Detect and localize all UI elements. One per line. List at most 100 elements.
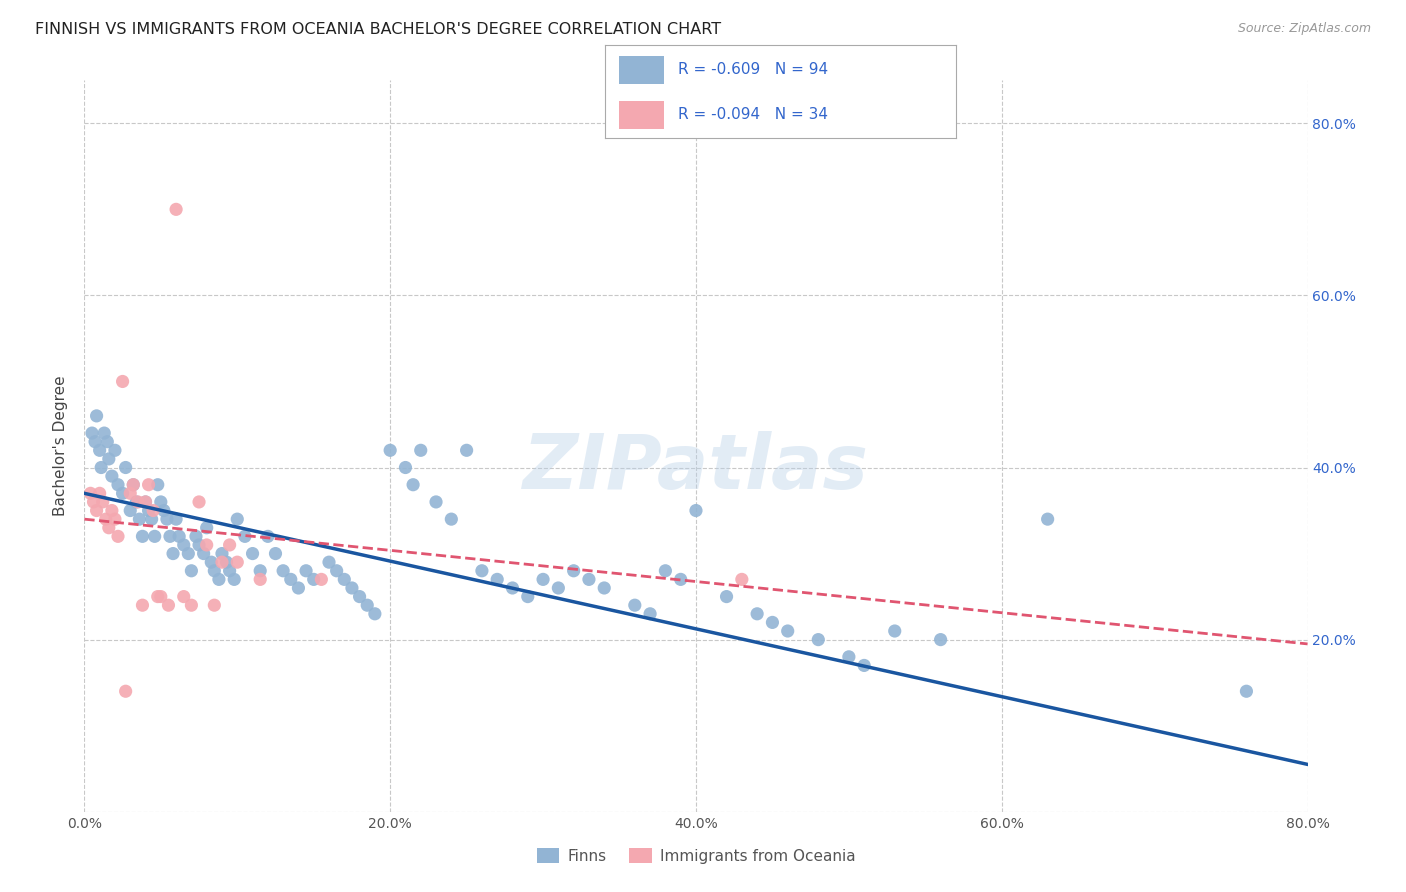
Point [531, 573, 554, 587]
Point [177, 547, 200, 561]
Point [226, 555, 249, 569]
Point [257, 529, 280, 543]
Text: R = -0.609   N = 94: R = -0.609 N = 94 [678, 62, 828, 78]
Point [173, 590, 195, 604]
Point [807, 632, 830, 647]
Point [264, 547, 287, 561]
Point [325, 564, 347, 578]
Point [101, 503, 124, 517]
Legend: Finns, Immigrants from Oceania: Finns, Immigrants from Oceania [530, 842, 862, 870]
Point [486, 573, 509, 587]
FancyBboxPatch shape [619, 101, 665, 129]
Text: FINNISH VS IMMIGRANTS FROM OCEANIA BACHELOR'S DEGREE CORRELATION CHART: FINNISH VS IMMIGRANTS FROM OCEANIA BACHE… [35, 22, 721, 37]
Point [83, 495, 105, 509]
Point [224, 573, 246, 587]
Point [79, 486, 101, 500]
Point [409, 443, 432, 458]
Point [624, 598, 647, 612]
Point [394, 460, 416, 475]
Point [104, 512, 127, 526]
Point [593, 581, 616, 595]
Point [138, 477, 160, 491]
Point [101, 469, 124, 483]
Point [425, 495, 447, 509]
Point [302, 573, 325, 587]
Point [638, 607, 661, 621]
Point [157, 598, 180, 612]
Point [271, 564, 294, 578]
Point [131, 598, 153, 612]
Point [654, 564, 676, 578]
Point [114, 684, 136, 698]
Point [208, 573, 231, 587]
Point [471, 564, 494, 578]
Point [215, 555, 238, 569]
Point [218, 564, 240, 578]
Point [107, 477, 129, 491]
Point [516, 590, 538, 604]
Point [146, 477, 169, 491]
Point [402, 477, 425, 491]
Point [188, 495, 211, 509]
Point [211, 555, 233, 569]
Point [125, 495, 148, 509]
Point [685, 503, 707, 517]
Y-axis label: Bachelor's Degree: Bachelor's Degree [53, 376, 69, 516]
Point [122, 477, 145, 491]
Point [131, 529, 153, 543]
Point [111, 486, 134, 500]
Point [94, 512, 117, 526]
Point [97, 451, 120, 466]
Point [162, 547, 184, 561]
Point [135, 495, 157, 509]
Point [218, 538, 240, 552]
Point [111, 375, 134, 389]
Point [340, 581, 363, 595]
Point [93, 426, 115, 441]
Point [165, 202, 187, 217]
Point [146, 590, 169, 604]
Point [226, 512, 249, 526]
Point [120, 486, 142, 500]
Point [127, 495, 149, 509]
Point [184, 529, 207, 543]
Point [135, 495, 157, 509]
Point [233, 529, 256, 543]
Point [578, 573, 600, 587]
Point [211, 547, 233, 561]
Point [114, 460, 136, 475]
FancyBboxPatch shape [619, 56, 665, 84]
Point [165, 512, 187, 526]
Point [1036, 512, 1059, 526]
Point [188, 538, 211, 552]
Point [120, 503, 142, 517]
Text: Source: ZipAtlas.com: Source: ZipAtlas.com [1237, 22, 1371, 36]
Point [156, 512, 179, 526]
Point [86, 409, 108, 423]
Point [89, 486, 111, 500]
Point [318, 555, 340, 569]
Point [287, 581, 309, 595]
Point [202, 564, 225, 578]
Point [86, 503, 108, 517]
Point [249, 573, 271, 587]
Point [180, 598, 202, 612]
Point [731, 573, 754, 587]
Point [122, 477, 145, 491]
Point [242, 547, 264, 561]
Point [180, 564, 202, 578]
Point [349, 590, 371, 604]
Point [1236, 684, 1258, 698]
Point [853, 658, 876, 673]
Point [929, 632, 952, 647]
Point [143, 529, 166, 543]
Point [90, 460, 112, 475]
Point [747, 607, 769, 621]
Point [562, 564, 585, 578]
Point [84, 434, 107, 449]
Point [142, 503, 165, 517]
Point [149, 495, 172, 509]
Point [193, 547, 215, 561]
Point [669, 573, 692, 587]
Point [96, 434, 118, 449]
